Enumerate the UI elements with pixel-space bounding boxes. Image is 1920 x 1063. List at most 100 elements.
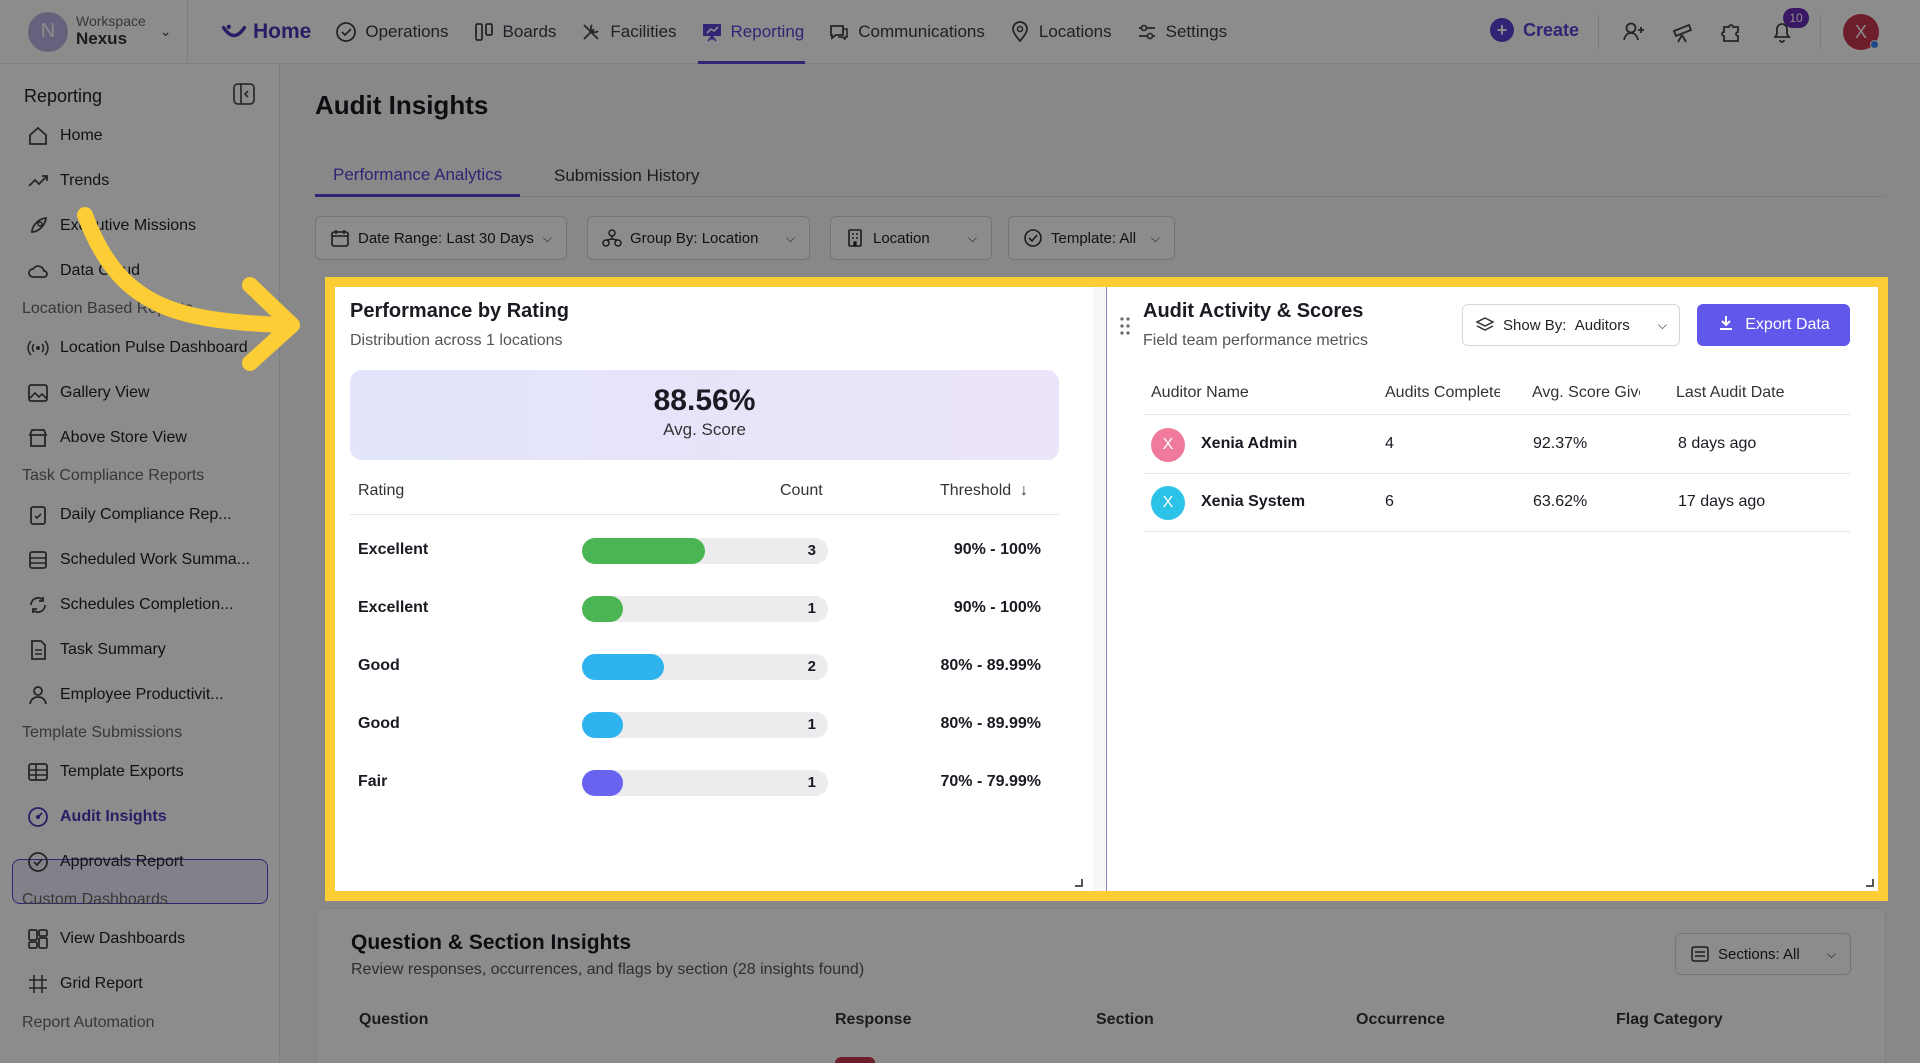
location-filter[interactable]: Location ⌵	[830, 216, 992, 260]
sidebar-item-label: Audit Insights	[60, 808, 167, 825]
tab-submission-history[interactable]: Submission History	[554, 166, 700, 185]
sidebar-item-label: Location Pulse Dashboard	[60, 339, 248, 356]
sidebar-item-location-pulse-dashboard[interactable]: Location Pulse Dashboard	[26, 328, 266, 368]
auditor-avatar: X	[1151, 428, 1185, 462]
column-header-count: Count	[780, 482, 823, 499]
column-header-avg-score: Avg. Score Given	[1532, 384, 1640, 401]
broadcast-icon	[26, 336, 50, 360]
sidebar-item-above-store-view[interactable]: Above Store View	[26, 418, 266, 458]
main-nav: Home Operations Boards Facilities Report…	[210, 0, 1238, 64]
sidebar-item-gallery-view[interactable]: Gallery View	[26, 373, 266, 413]
rating-bar-fill	[582, 770, 623, 796]
create-label: Create	[1523, 19, 1580, 40]
card-title: Performance by Rating	[350, 300, 569, 322]
resize-handle-icon[interactable]	[1075, 879, 1083, 887]
avg-score-given: 92.37%	[1533, 435, 1588, 452]
sidebar-item-label: Trends	[60, 172, 110, 189]
sidebar-item-scheduled-work-summary[interactable]: Scheduled Work Summa...	[26, 540, 266, 580]
avg-score-given: 63.62%	[1533, 493, 1588, 510]
divider	[1820, 14, 1821, 50]
audits-completed: 4	[1385, 435, 1394, 452]
sidebar-item-label: Schedules Completion...	[60, 596, 234, 613]
filter-label: Template: All	[1051, 229, 1137, 247]
rating-row: Good 2 80% - 89.99%	[350, 638, 1059, 696]
show-by-value: Auditors	[1574, 316, 1630, 334]
nav-operations[interactable]: Operations	[322, 0, 459, 64]
export-data-button[interactable]: Export Data	[1697, 304, 1850, 346]
chat-icon	[826, 19, 852, 45]
rating-label: Good	[358, 715, 400, 732]
sidebar-item-label: Data Cloud	[60, 262, 141, 279]
chevron-down-icon: ⌵	[785, 230, 795, 245]
rocket-icon	[26, 214, 50, 238]
sidebar-item-audit-insights[interactable]: Audit Insights	[26, 797, 266, 837]
check-circle-icon	[333, 19, 359, 45]
sidebar-item-task-summary[interactable]: Task Summary	[26, 630, 266, 670]
tools-icon	[578, 19, 604, 45]
gauge-icon	[26, 805, 50, 829]
last-audit-date: 8 days ago	[1678, 435, 1757, 452]
cloud-icon	[26, 259, 50, 283]
show-by-dropdown[interactable]: Show By: Auditors ⌵	[1462, 304, 1680, 346]
column-header-threshold-label: Threshold	[940, 482, 1012, 499]
tab-bar: Performance Analytics Submission History	[315, 155, 1885, 197]
sidebar-item-grid-report[interactable]: Grid Report	[26, 964, 266, 1004]
sidebar-item-daily-compliance[interactable]: Daily Compliance Rep...	[26, 495, 266, 535]
column-header-flag-category: Flag Category	[1616, 1011, 1723, 1028]
drag-handle-icon[interactable]	[1119, 316, 1131, 336]
puzzle-icon[interactable]	[1718, 18, 1746, 46]
sidebar-item-view-dashboards[interactable]: View Dashboards	[26, 919, 266, 959]
add-user-icon[interactable]	[1620, 18, 1648, 46]
sidebar-section-title: Location Based Reports	[22, 300, 193, 317]
column-header-auditor-name: Auditor Name	[1151, 384, 1249, 401]
layers-icon	[1475, 315, 1495, 335]
hierarchy-icon	[602, 228, 622, 248]
create-button[interactable]: + Create	[1490, 18, 1579, 42]
nav-home[interactable]: Home	[210, 0, 322, 64]
plus-icon: +	[1490, 18, 1514, 42]
sidebar-item-executive-missions[interactable]: Executive Missions	[26, 206, 266, 246]
sidebar-section-title: Task Compliance Reports	[22, 467, 205, 484]
online-status-dot	[1870, 40, 1879, 49]
boards-icon	[471, 19, 497, 45]
user-icon	[26, 683, 50, 707]
sidebar-item-employee-productivity[interactable]: Employee Productivit...	[26, 675, 266, 715]
column-header-threshold[interactable]: Threshold ↓	[940, 482, 1028, 502]
bell-icon[interactable]	[1768, 18, 1796, 46]
nav-locations[interactable]: Locations	[996, 0, 1123, 64]
telescope-icon[interactable]	[1669, 18, 1697, 46]
resize-handle-icon[interactable]	[1866, 879, 1874, 887]
auditor-row[interactable]: X Xenia System 6 63.62% 17 days ago	[1143, 473, 1850, 531]
sidebar-item-home[interactable]: Home	[26, 116, 266, 156]
nav-facilities-label: Facilities	[610, 21, 677, 41]
rating-bar-track: 1	[582, 712, 828, 738]
auditor-row[interactable]: X Xenia Admin 4 92.37% 8 days ago	[1143, 415, 1850, 473]
sidebar-item-approvals-report[interactable]: Approvals Report	[26, 842, 266, 882]
building-icon	[845, 228, 865, 248]
sidebar-item-trends[interactable]: Trends	[26, 161, 266, 201]
tab-performance-analytics[interactable]: Performance Analytics	[315, 155, 521, 197]
nav-settings[interactable]: Settings	[1123, 0, 1238, 64]
group-by-filter[interactable]: Group By: Location ⌵	[587, 216, 810, 260]
nav-reporting[interactable]: Reporting	[688, 0, 816, 64]
nav-communications[interactable]: Communications	[815, 0, 996, 64]
nav-home-label: Home	[253, 19, 312, 43]
card-subtitle: Field team performance metrics	[1143, 332, 1368, 349]
nav-facilities[interactable]: Facilities	[567, 0, 687, 64]
template-filter[interactable]: Template: All ⌵	[1008, 216, 1175, 260]
date-range-filter[interactable]: Date Range: Last 30 Days ⌵	[315, 216, 567, 260]
rating-bar-fill	[582, 538, 705, 564]
sidebar-item-template-exports[interactable]: Template Exports	[26, 752, 266, 792]
column-header-audits-completed: Audits Completed	[1385, 384, 1500, 401]
column-header-last-audit-date: Last Audit Date	[1676, 384, 1785, 401]
auditor-avatar: X	[1151, 486, 1185, 520]
list-icon	[26, 548, 50, 572]
nav-boards[interactable]: Boards	[460, 0, 568, 64]
workspace-avatar: N	[28, 11, 68, 52]
sidebar-item-schedules-completion[interactable]: Schedules Completion...	[26, 585, 266, 625]
collapse-sidebar-icon[interactable]	[232, 82, 256, 106]
sidebar-item-data-cloud[interactable]: Data Cloud	[26, 251, 266, 291]
sections-filter[interactable]: Sections: All ⌵	[1675, 933, 1851, 975]
column-header-occurrence: Occurrence	[1356, 1011, 1445, 1028]
workspace-switcher[interactable]: N Workspace Nexus ⌄	[28, 0, 188, 64]
